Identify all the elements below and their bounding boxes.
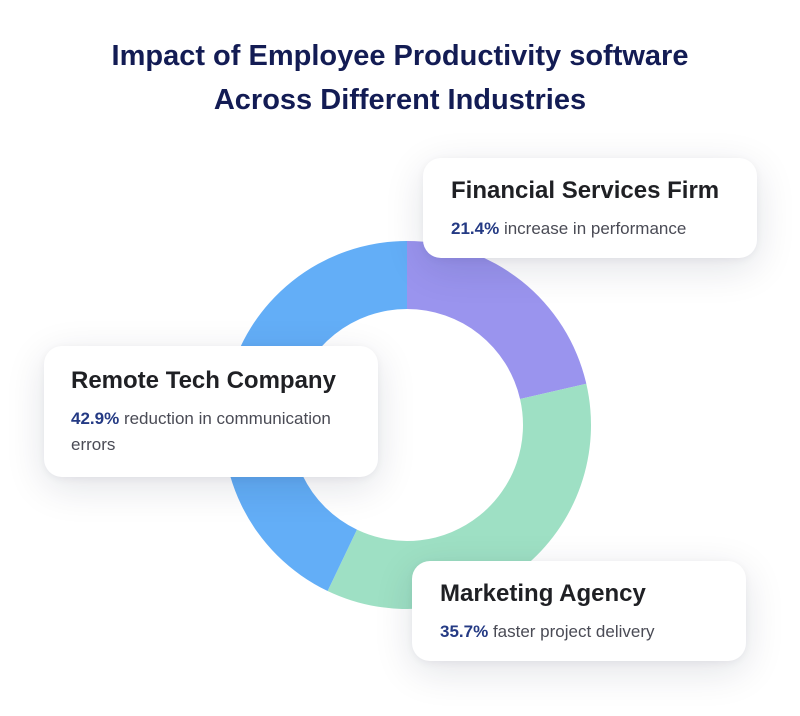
chart-title-line-1: Impact of Employee Productivity software [111, 40, 689, 72]
chart-title-line-2: Across Different Industries [213, 84, 587, 116]
marketing-agency-text: faster project delivery [492, 622, 655, 641]
remote-tech-card: Remote Tech Company 42.9% reduction in c… [44, 346, 378, 477]
donut-slice-marketing-agency [327, 383, 591, 610]
financial-services-percent: 21.4% [451, 219, 500, 238]
remote-tech-heading: Remote Tech Company [71, 367, 336, 394]
donut-slice-financial-services-firm [407, 241, 587, 399]
financial-services-description: 21.4% increase in performance [451, 216, 737, 242]
remote-tech-percent: 42.9% [71, 409, 120, 428]
marketing-agency-percent: 35.7% [440, 622, 489, 641]
marketing-agency-card: Marketing Agency 35.7% faster project de… [412, 561, 746, 661]
financial-services-text: increase in performance [503, 219, 687, 238]
donut-slice-remote-tech-company [222, 241, 407, 591]
chart-title: Impact of Employee Productivity software… [0, 34, 800, 122]
marketing-agency-description: 35.7% faster project delivery [440, 619, 726, 645]
marketing-agency-heading: Marketing Agency [440, 580, 646, 607]
remote-tech-description: 42.9% reduction in communication errors [71, 406, 358, 458]
financial-services-card: Financial Services Firm 21.4% increase i… [423, 158, 757, 258]
remote-tech-text: reduction in communication errors [71, 409, 331, 454]
financial-services-heading: Financial Services Firm [451, 177, 720, 204]
